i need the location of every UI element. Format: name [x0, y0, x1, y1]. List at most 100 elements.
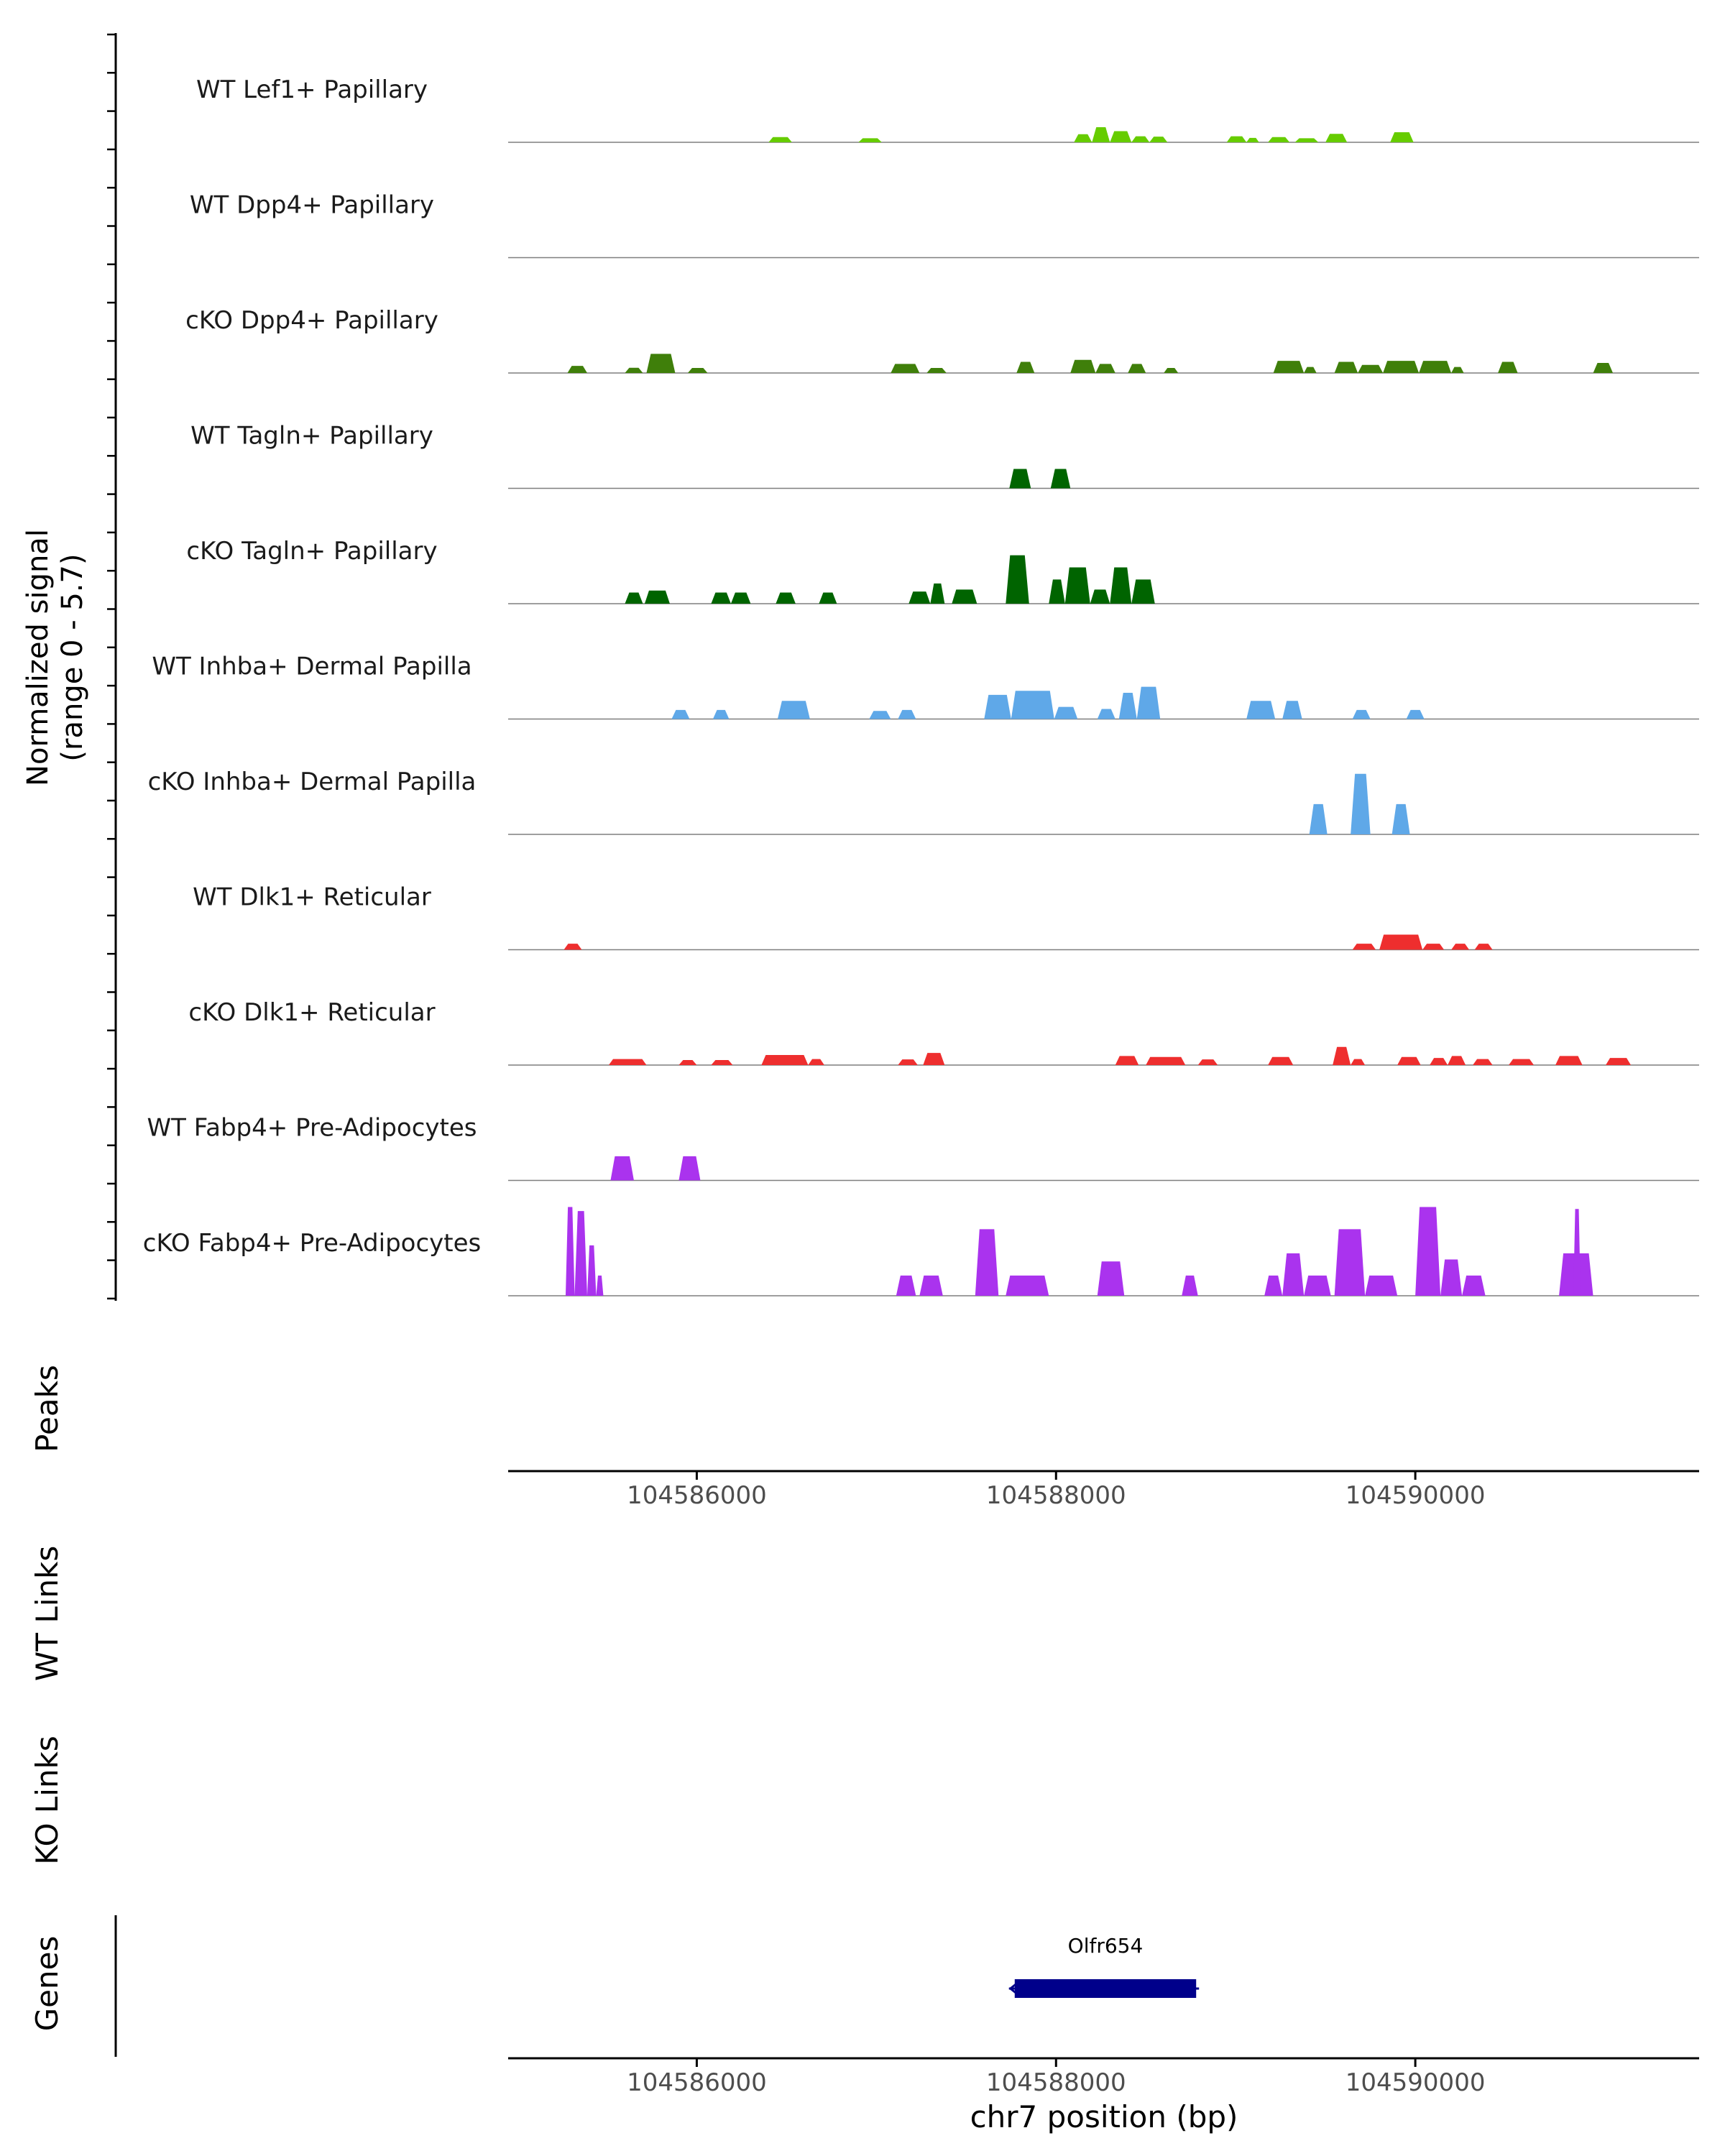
track-wt-inhba-dermal-papilla: WT Inhba+ Dermal Papilla	[152, 653, 1699, 720]
signal-peak	[898, 1059, 918, 1065]
signal-peak	[730, 592, 751, 604]
signal-peak	[1246, 701, 1276, 719]
signal-peak	[808, 1059, 824, 1065]
genes-x-ticks: 104586000 104588000 104590000	[627, 2058, 1485, 2097]
track-label: WT Dlk1+ Reticular	[193, 883, 431, 912]
signal-peak	[1440, 1259, 1463, 1296]
signal-peak	[1128, 364, 1146, 373]
signal-peak	[891, 364, 920, 373]
signal-peak	[908, 591, 931, 604]
signal-peak	[671, 709, 690, 719]
track-label: WT Tagln+ Papillary	[190, 422, 433, 451]
signal-peak	[1365, 1275, 1398, 1296]
signal-peak	[1383, 361, 1420, 373]
signal-peak	[678, 1059, 697, 1065]
signal-peak	[1390, 132, 1414, 142]
signal-peak	[1606, 1058, 1632, 1065]
signal-peak	[1555, 1056, 1583, 1065]
track-label: cKO Dpp4+ Papillary	[185, 306, 438, 335]
signal-peak	[644, 590, 670, 604]
signal-peak	[1419, 361, 1452, 373]
track-label: cKO Fabp4+ Pre-Adipocytes	[143, 1229, 482, 1258]
signal-peak	[1352, 944, 1376, 950]
signal-peak	[586, 1245, 597, 1296]
gene-annotations: Olfr654	[1008, 1934, 1200, 1998]
track-cko-inhba-dermal-papilla: cKO Inhba+ Dermal Papilla	[148, 768, 1699, 835]
signal-peak	[574, 1211, 587, 1296]
x-tick-label: 104588000	[986, 2068, 1126, 2097]
signal-peak	[1351, 773, 1371, 834]
peaks-x-ticks: 104586000 104588000 104590000	[627, 1471, 1485, 1510]
signal-peak	[1474, 944, 1493, 950]
signal-peak	[678, 1156, 701, 1181]
signal-peak	[1333, 1046, 1351, 1065]
signal-peak	[777, 701, 810, 719]
genes-panel-label: Genes	[29, 1936, 65, 2032]
signal-peak	[712, 709, 730, 719]
signal-peak	[1226, 136, 1247, 142]
signal-peak	[1050, 469, 1071, 489]
y-axis-title-line-1: Normalized signal	[22, 529, 55, 786]
signal-peak	[898, 709, 916, 719]
signal-peak	[1146, 1056, 1186, 1065]
signal-peak	[1095, 364, 1116, 373]
signal-peak	[1379, 934, 1423, 950]
x-tick-label: 104586000	[627, 2068, 767, 2097]
signal-peak	[1268, 1056, 1294, 1065]
track-cko-dlk1-reticular: cKO Dlk1+ Reticular	[188, 998, 1699, 1066]
signal-peak	[1325, 134, 1348, 142]
signal-peak	[776, 592, 796, 604]
peaks-panel-label: Peaks	[29, 1365, 65, 1452]
signal-peak	[1070, 359, 1096, 373]
signal-peak	[919, 1275, 943, 1296]
signal-peak	[819, 592, 837, 604]
signal-peak	[1294, 138, 1319, 142]
signal-peak	[1097, 709, 1116, 719]
track-cko-dpp4-papillary: cKO Dpp4+ Papillary	[185, 306, 1699, 374]
signal-peak	[1268, 137, 1290, 142]
signal-peak	[625, 592, 643, 604]
gene-strand-arrow	[1008, 1981, 1018, 1996]
signal-peak	[1149, 137, 1168, 142]
track-cko-fabp4-pre-adipocytes: cKO Fabp4+ Pre-Adipocytes	[143, 1207, 1699, 1296]
signal-peak	[761, 1054, 809, 1065]
track-cko-tagln-papillary: cKO Tagln+ Papillary	[186, 537, 1699, 604]
x-tick-label: 104588000	[986, 1481, 1126, 1510]
signal-peak	[1110, 567, 1132, 604]
track-label: WT Lef1+ Papillary	[196, 75, 428, 104]
signal-peak	[1304, 367, 1317, 373]
signal-peak	[975, 1229, 999, 1296]
signal-peak	[1451, 944, 1470, 950]
track-label: WT Inhba+ Dermal Papilla	[152, 653, 472, 681]
signal-peak	[1092, 126, 1110, 142]
signal-peak	[1074, 134, 1092, 142]
signal-peak	[1011, 691, 1054, 719]
signal-peak	[1064, 567, 1090, 604]
x-tick-label: 104590000	[1346, 1481, 1486, 1510]
signal-peak	[1197, 1059, 1218, 1065]
signal-peak	[1304, 1275, 1331, 1296]
signal-peak	[1397, 1056, 1421, 1065]
signal-peak	[1009, 469, 1031, 489]
track-label: cKO Tagln+ Papillary	[186, 537, 437, 566]
signal-peak	[1110, 131, 1132, 142]
signal-peak	[1282, 1253, 1305, 1296]
track-wt-lef1-papillary: WT Lef1+ Papillary	[196, 75, 1699, 143]
signal-peak	[930, 583, 945, 604]
signal-peak	[926, 367, 947, 373]
signal-peak	[768, 137, 792, 142]
track-label: cKO Inhba+ Dermal Papilla	[148, 768, 477, 796]
signal-peak	[1016, 361, 1035, 373]
signal-peak	[1246, 137, 1259, 142]
signal-peak	[1415, 1207, 1441, 1296]
signal-peak	[625, 367, 643, 373]
gene-olfr654: Olfr654	[1008, 1934, 1200, 1998]
signal-peak	[567, 366, 587, 373]
signal-peak	[1462, 1275, 1486, 1296]
signal-peak	[1006, 555, 1029, 604]
track-wt-tagln-papillary: WT Tagln+ Papillary	[190, 422, 1699, 489]
signal-peak	[610, 1156, 634, 1181]
signal-peak	[711, 592, 731, 604]
signal-peak	[1273, 361, 1305, 373]
